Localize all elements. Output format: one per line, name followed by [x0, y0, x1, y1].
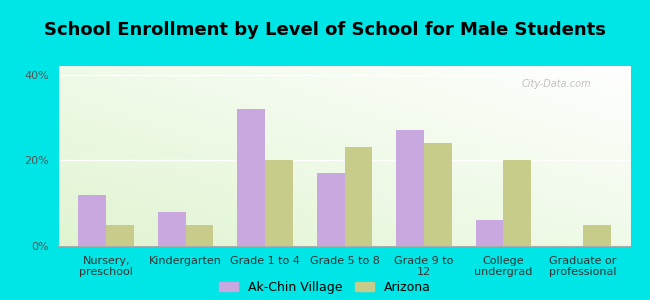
Bar	[265, 160, 293, 246]
Bar	[237, 109, 265, 246]
Bar	[476, 220, 503, 246]
Bar	[396, 130, 424, 246]
Bar	[317, 173, 345, 246]
Bar	[79, 195, 106, 246]
Bar	[186, 225, 213, 246]
Text: City-Data.com: City-Data.com	[521, 79, 591, 89]
Bar	[344, 147, 372, 246]
Bar	[583, 225, 610, 246]
Bar	[503, 160, 531, 246]
Legend: Ak-Chin Village, Arizona: Ak-Chin Village, Arizona	[219, 281, 431, 294]
Bar	[106, 225, 134, 246]
Bar	[424, 143, 452, 246]
Bar	[158, 212, 186, 246]
Text: School Enrollment by Level of School for Male Students: School Enrollment by Level of School for…	[44, 21, 606, 39]
